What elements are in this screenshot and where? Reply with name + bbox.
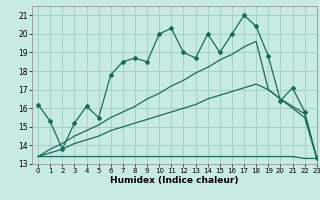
X-axis label: Humidex (Indice chaleur): Humidex (Indice chaleur)	[110, 176, 239, 185]
